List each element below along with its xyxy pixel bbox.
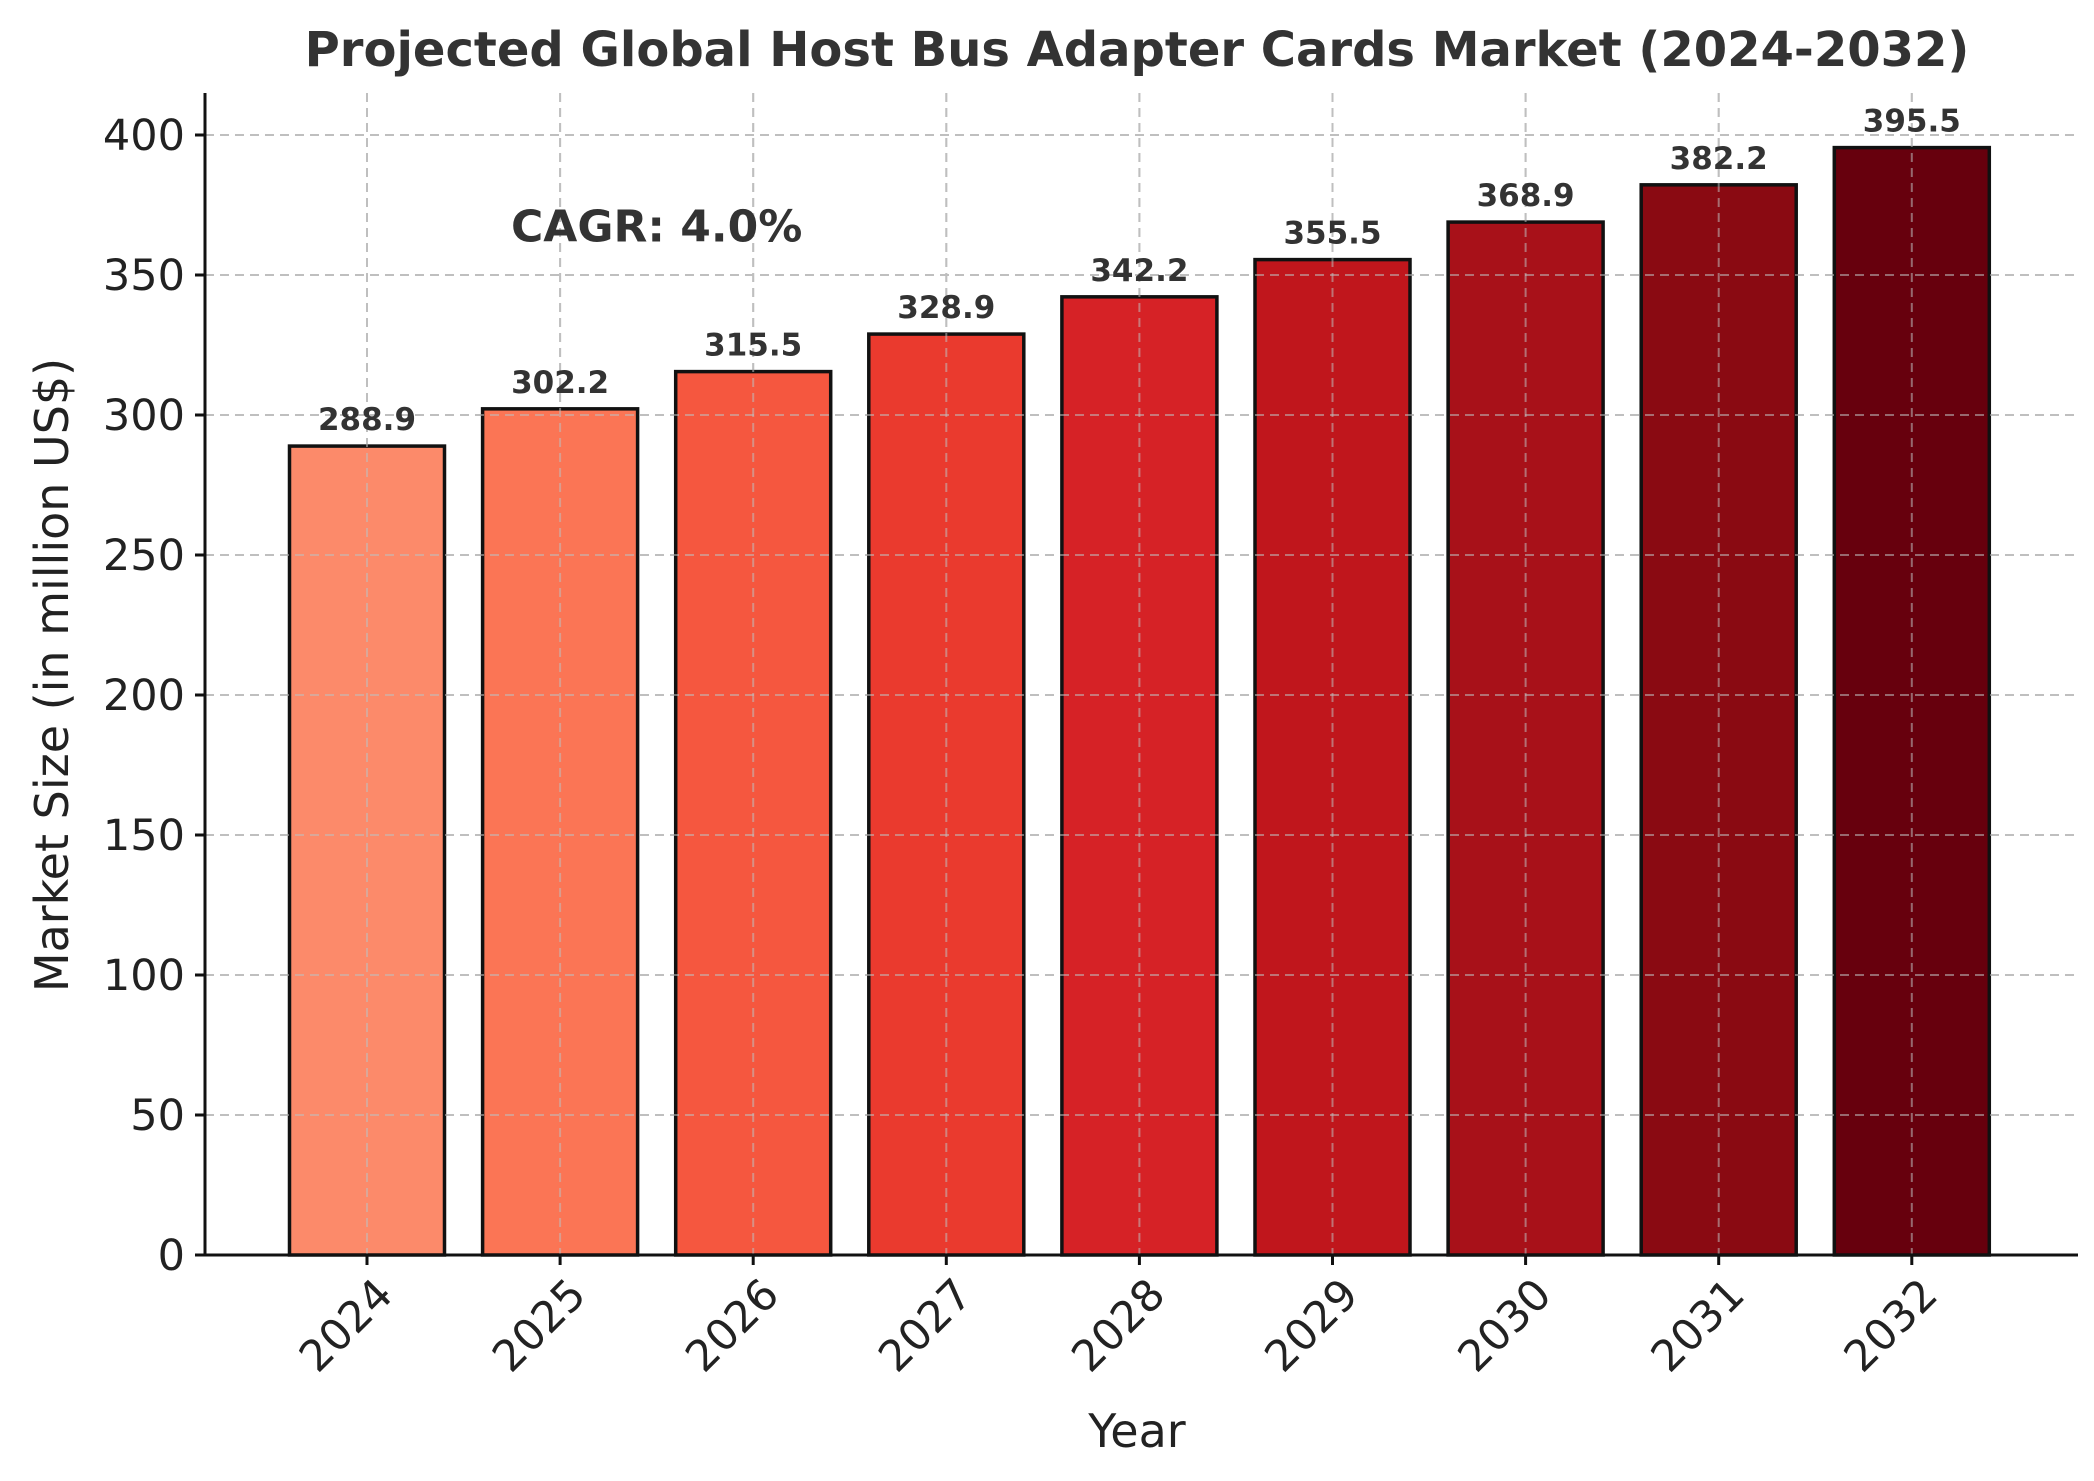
y-tick-label-250: 250 (103, 531, 185, 581)
x-tick-label-2024: 2024 (290, 1269, 403, 1382)
y-tick-label-50: 50 (130, 1091, 185, 1141)
x-axis-label: Year (1087, 1404, 1185, 1458)
chart-title: Projected Global Host Bus Adapter Cards … (305, 22, 1970, 78)
bars (205, 93, 2078, 1257)
y-tick-label-350: 350 (103, 251, 185, 301)
data-label-2026: 315.5 (704, 328, 802, 364)
axes (195, 93, 2078, 1265)
data-label-2028: 342.2 (1090, 253, 1188, 289)
data-label-2024: 288.9 (318, 402, 416, 438)
y-tick-label-0: 0 (158, 1231, 185, 1281)
y-tick-label-150: 150 (103, 811, 185, 861)
data-labels: 288.9 302.2 315.5 328.9 342.2 355.5 368.9 382.2… (318, 104, 1961, 438)
bar-2031 (1639, 183, 1798, 1257)
data-label-2025: 302.2 (511, 365, 609, 401)
x-tick-label-2029: 2029 (1256, 1269, 1369, 1382)
data-label-2029: 355.5 (1283, 216, 1381, 252)
x-tick-label-2025: 2025 (483, 1269, 596, 1382)
y-tick-label-400: 400 (103, 111, 185, 161)
data-label-2027: 328.9 (897, 290, 995, 326)
cagr-annotation: CAGR: 4.0% (511, 201, 802, 252)
y-tick-label-200: 200 (103, 671, 185, 721)
x-tick-label-2031: 2031 (1642, 1269, 1755, 1382)
y-tick-label-100: 100 (103, 951, 185, 1001)
x-tick-label-2026: 2026 (676, 1269, 789, 1382)
annotations: CAGR: 4.0% (511, 201, 802, 252)
data-label-2031: 382.2 (1670, 141, 1768, 177)
y-axis-label: Market Size (in million US$) (25, 358, 79, 992)
x-tick-label-2030: 2030 (1449, 1269, 1562, 1382)
data-label-2030: 368.9 (1477, 178, 1575, 214)
x-tick-label-2028: 2028 (1062, 1269, 1175, 1382)
data-label-2032: 395.5 (1863, 104, 1961, 140)
x-tick-label-2032: 2032 (1835, 1269, 1948, 1382)
x-tick-label-2027: 2027 (869, 1269, 982, 1382)
y-tick-label-300: 300 (103, 391, 185, 441)
